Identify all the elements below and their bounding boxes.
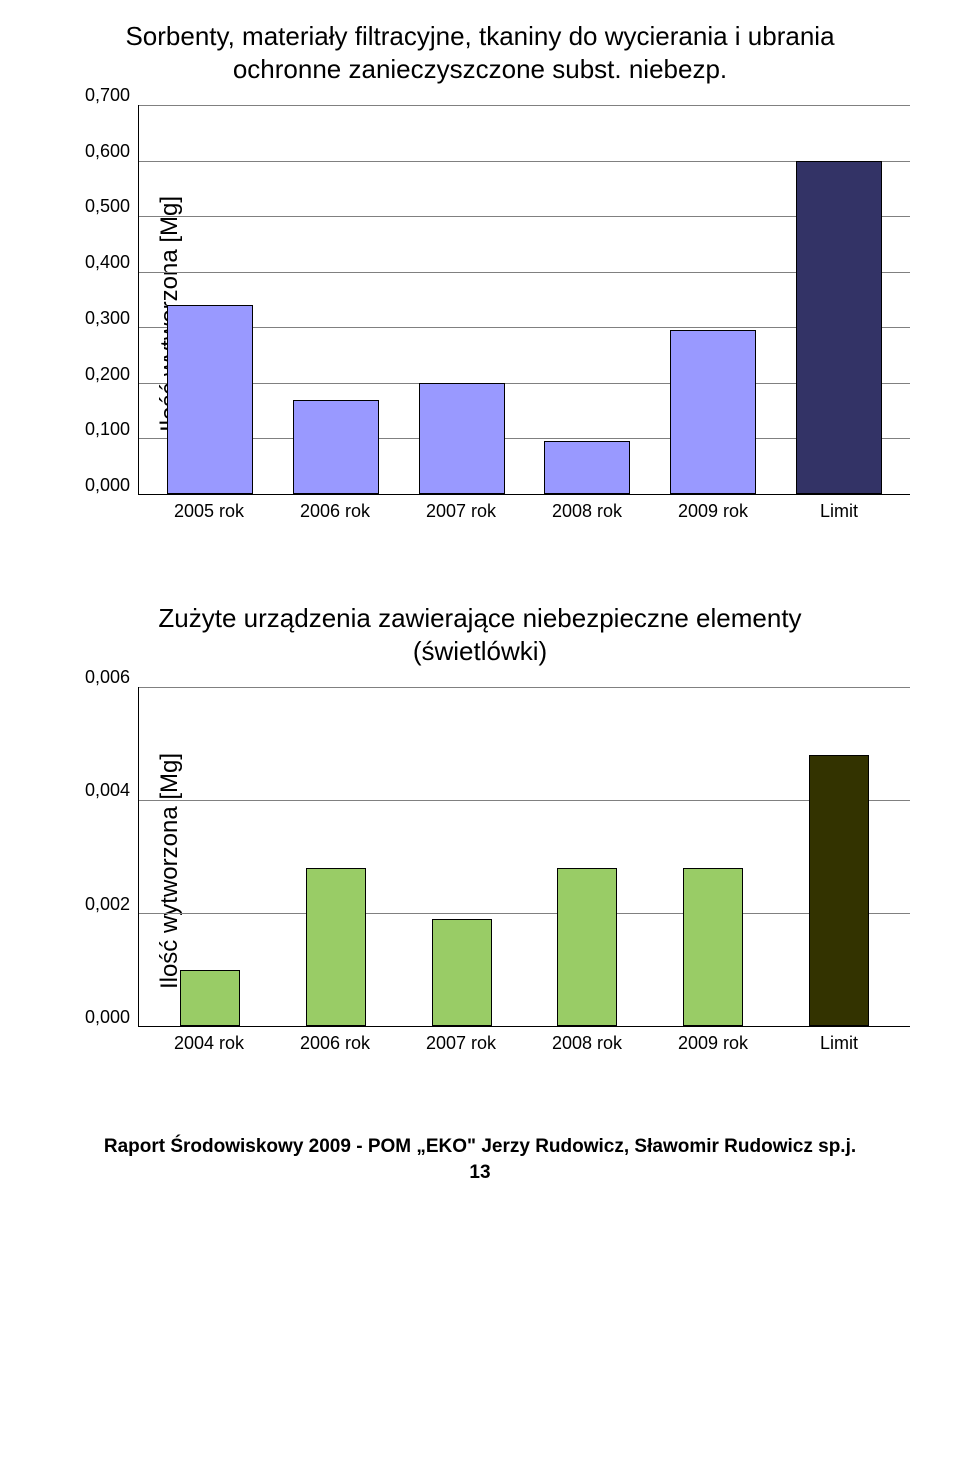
- page-footer: Raport Środowiskowy 2009 - POM „EKO" Jer…: [40, 1134, 920, 1185]
- bar-slot: [399, 687, 525, 1026]
- bar: [293, 400, 379, 494]
- bars-container: [139, 105, 910, 494]
- bar-slot: [273, 687, 399, 1026]
- bar: [683, 868, 743, 1026]
- x-tick-label: 2007 rok: [398, 1033, 524, 1054]
- page: Sorbenty, materiały filtracyjne, tkaniny…: [0, 0, 960, 1215]
- chart1-plot-area: [138, 105, 910, 495]
- bar-slot: [650, 687, 776, 1026]
- x-tick-label: 2009 rok: [650, 1033, 776, 1054]
- footer-line1: Raport Środowiskowy 2009 - POM „EKO" Jer…: [40, 1134, 920, 1160]
- footer-page-number: 13: [40, 1160, 920, 1186]
- chart2-plot-col: 2004 rok2006 rok2007 rok2008 rok2009 rok…: [138, 687, 910, 1054]
- bar: [809, 755, 869, 1026]
- bar: [670, 330, 756, 494]
- chart2-plot-area: [138, 687, 910, 1027]
- bar-slot: [147, 687, 273, 1026]
- chart1-y-ticks: 0,7000,6000,5000,4000,3000,2000,1000,000: [130, 105, 138, 495]
- bar: [544, 441, 630, 494]
- bar: [432, 919, 492, 1026]
- x-tick-label: 2006 rok: [272, 501, 398, 522]
- chart1-plot-wrap: 0,7000,6000,5000,4000,3000,2000,1000,000…: [130, 105, 910, 522]
- x-tick-label: Limit: [776, 501, 902, 522]
- chart2-plot-wrap: 0,0060,0040,0020,000 2004 rok2006 rok200…: [130, 687, 910, 1054]
- chart2-frame: Ilość wytworzona [Mg] 0,0060,0040,0020,0…: [130, 687, 910, 1054]
- x-tick-label: 2008 rok: [524, 1033, 650, 1054]
- bar: [419, 383, 505, 494]
- bars-container: [139, 687, 910, 1026]
- chart2-title: Zużyte urządzenia zawierające niebezpiec…: [90, 602, 870, 667]
- bar: [167, 305, 253, 494]
- bar-slot: [147, 105, 273, 494]
- x-tick-label: 2008 rok: [524, 501, 650, 522]
- bar: [796, 161, 882, 494]
- chart2-y-ticks: 0,0060,0040,0020,000: [130, 687, 138, 1027]
- chart-swietlowki: Zużyte urządzenia zawierające niebezpiec…: [40, 602, 920, 1054]
- chart1-title: Sorbenty, materiały filtracyjne, tkaniny…: [90, 20, 870, 85]
- bar-slot: [650, 105, 776, 494]
- bar-slot: [776, 687, 902, 1026]
- bar-slot: [524, 105, 650, 494]
- x-tick-label: 2007 rok: [398, 501, 524, 522]
- bar: [306, 868, 366, 1026]
- chart1-x-ticks: 2005 rok2006 rok2007 rok2008 rok2009 rok…: [138, 495, 910, 522]
- bar-slot: [399, 105, 525, 494]
- x-tick-label: 2006 rok: [272, 1033, 398, 1054]
- bar: [557, 868, 617, 1026]
- x-tick-label: 2009 rok: [650, 501, 776, 522]
- chart1-frame: Ilość wytworzona [Mg] 0,7000,6000,5000,4…: [130, 105, 910, 522]
- bar-slot: [524, 687, 650, 1026]
- bar: [180, 970, 240, 1027]
- chart2-x-ticks: 2004 rok2006 rok2007 rok2008 rok2009 rok…: [138, 1027, 910, 1054]
- x-tick-label: 2005 rok: [146, 501, 272, 522]
- bar-slot: [273, 105, 399, 494]
- x-tick-label: 2004 rok: [146, 1033, 272, 1054]
- x-tick-label: Limit: [776, 1033, 902, 1054]
- bar-slot: [776, 105, 902, 494]
- chart-sorbenty: Sorbenty, materiały filtracyjne, tkaniny…: [40, 20, 920, 522]
- chart1-plot-col: 2005 rok2006 rok2007 rok2008 rok2009 rok…: [138, 105, 910, 522]
